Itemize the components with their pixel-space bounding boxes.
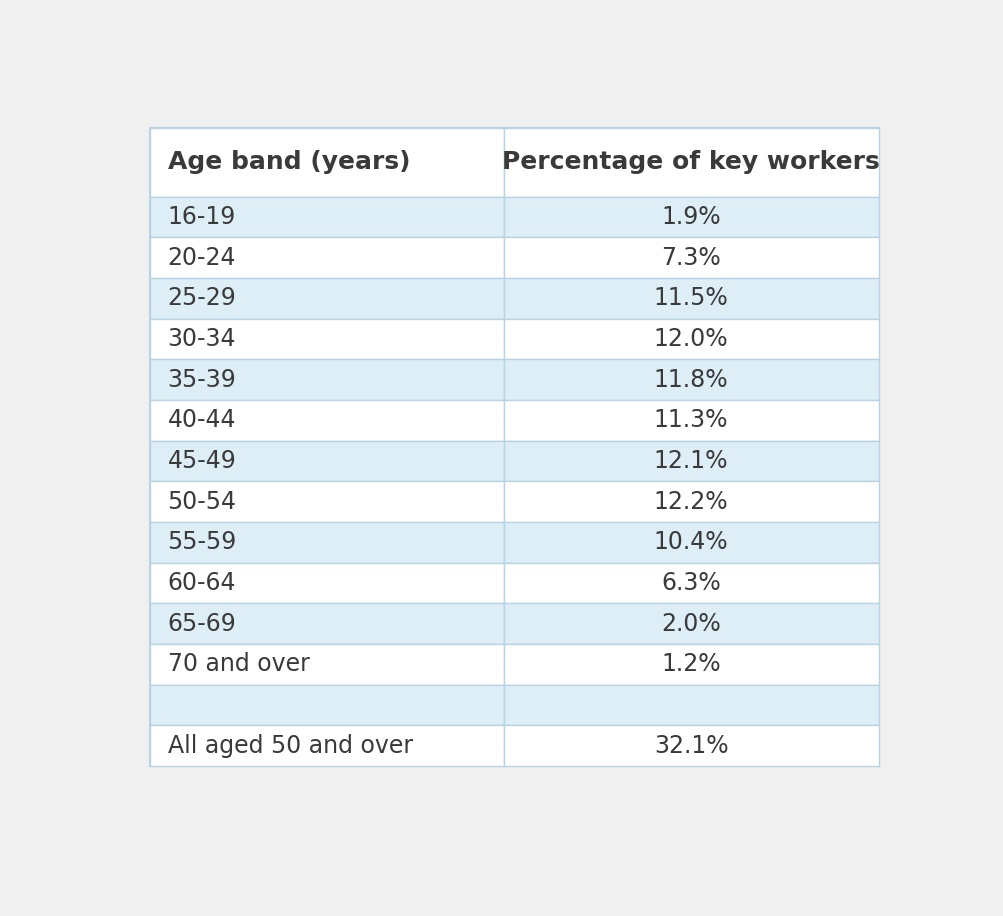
Bar (504, 127, 878, 197)
Text: 70 and over: 70 and over (168, 652, 309, 676)
Text: All aged 50 and over: All aged 50 and over (168, 734, 412, 758)
Text: 12.0%: 12.0% (653, 327, 728, 351)
Bar (150, 197, 504, 237)
Bar (150, 684, 504, 725)
Text: 7.3%: 7.3% (661, 245, 720, 269)
Bar (150, 562, 504, 604)
Bar (150, 400, 504, 441)
Text: 1.2%: 1.2% (661, 652, 720, 676)
Bar (504, 441, 878, 481)
Text: 11.3%: 11.3% (653, 409, 728, 432)
Text: 11.5%: 11.5% (653, 287, 728, 311)
Bar (150, 644, 504, 684)
Text: 12.2%: 12.2% (653, 489, 728, 514)
Bar (150, 319, 504, 359)
Text: 12.1%: 12.1% (653, 449, 728, 473)
Text: 20-24: 20-24 (168, 245, 236, 269)
Text: 11.8%: 11.8% (653, 367, 728, 392)
Text: 50-54: 50-54 (168, 489, 237, 514)
Text: 6.3%: 6.3% (661, 571, 720, 594)
Text: Age band (years): Age band (years) (168, 150, 409, 174)
Bar (150, 441, 504, 481)
Text: 45-49: 45-49 (168, 449, 236, 473)
Text: Percentage of key workers: Percentage of key workers (502, 150, 880, 174)
Text: 2.0%: 2.0% (661, 612, 720, 636)
Bar (150, 604, 504, 644)
Bar (504, 400, 878, 441)
Bar (504, 684, 878, 725)
Bar (504, 481, 878, 522)
Text: 40-44: 40-44 (168, 409, 236, 432)
Text: 35-39: 35-39 (168, 367, 236, 392)
Bar (504, 197, 878, 237)
Bar (504, 359, 878, 400)
Bar (150, 522, 504, 562)
Text: 16-19: 16-19 (168, 205, 236, 229)
Text: 32.1%: 32.1% (653, 734, 728, 758)
Text: 25-29: 25-29 (168, 287, 236, 311)
Bar (504, 562, 878, 604)
Bar (504, 278, 878, 319)
Bar (504, 644, 878, 684)
Text: 30-34: 30-34 (168, 327, 236, 351)
Bar (504, 237, 878, 278)
Text: 65-69: 65-69 (168, 612, 236, 636)
Bar (504, 319, 878, 359)
Bar (150, 359, 504, 400)
Bar (150, 481, 504, 522)
Text: 1.9%: 1.9% (661, 205, 720, 229)
Bar (150, 278, 504, 319)
Text: 55-59: 55-59 (168, 530, 237, 554)
Bar (150, 725, 504, 766)
Bar (150, 237, 504, 278)
Text: 10.4%: 10.4% (653, 530, 728, 554)
Bar (504, 522, 878, 562)
Bar (150, 127, 504, 197)
Bar (504, 604, 878, 644)
Bar (504, 725, 878, 766)
Text: 60-64: 60-64 (168, 571, 236, 594)
